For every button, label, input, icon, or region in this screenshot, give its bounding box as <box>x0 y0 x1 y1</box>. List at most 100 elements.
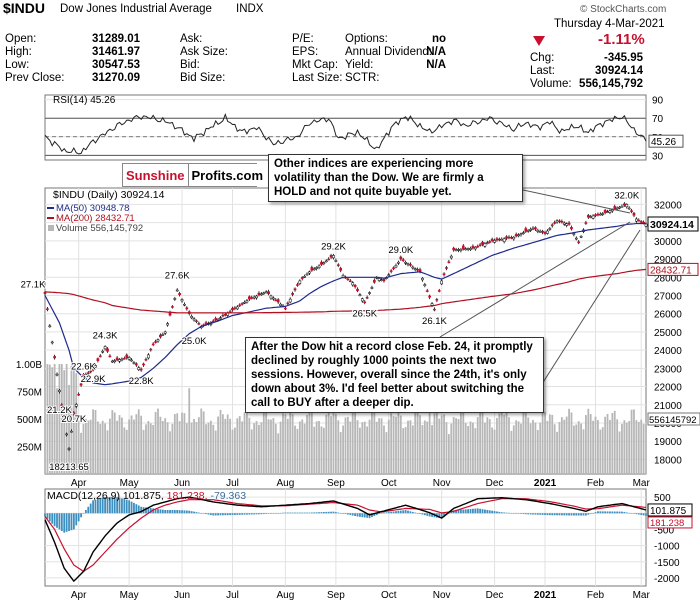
volume-bar <box>128 419 131 474</box>
macd-histogram-bar <box>147 507 150 514</box>
volume-bar <box>366 426 369 474</box>
volume-bar <box>498 413 501 474</box>
price-candle <box>481 241 484 245</box>
price-candle <box>543 232 547 234</box>
volume-bar <box>512 425 515 474</box>
volume-bar <box>447 434 450 474</box>
price-candle <box>512 236 516 240</box>
volume-bar <box>147 421 150 474</box>
price-candle <box>430 303 434 306</box>
macd-histogram-bar <box>484 509 486 514</box>
price-candle <box>235 306 239 310</box>
macd-histogram-bar <box>520 513 522 514</box>
volume-bar <box>443 414 445 474</box>
macd-x-tick: Jun <box>174 590 190 601</box>
macd-histogram-bar <box>171 510 174 514</box>
price-candle <box>471 245 475 249</box>
volume-bar <box>70 364 73 474</box>
volume-bar <box>359 427 361 474</box>
price-candle <box>613 206 617 210</box>
macd-histogram-bar <box>217 513 219 516</box>
down-arrow-icon <box>533 36 545 46</box>
macd-histogram-bar <box>277 513 280 514</box>
price-candle <box>178 293 181 295</box>
price-candle <box>125 354 129 359</box>
macd-histogram-bar <box>248 513 251 515</box>
price-candle <box>610 209 614 212</box>
price-candle <box>190 315 193 319</box>
macd-histogram-bar <box>560 513 563 516</box>
exchange: INDX <box>236 3 264 15</box>
price-candle <box>596 213 600 216</box>
macd-last-label: 101.875 <box>650 506 687 517</box>
price-candle <box>168 312 172 316</box>
macd-histogram-bar <box>563 513 566 516</box>
macd-histogram-bar <box>137 505 140 514</box>
price-candle <box>74 404 78 407</box>
macd-histogram-bar <box>270 513 272 514</box>
macd-histogram-bar <box>152 508 155 514</box>
price-candle <box>351 282 355 286</box>
volume-bar <box>270 419 272 474</box>
volume-bar <box>229 418 232 474</box>
price-candle <box>370 287 374 289</box>
price-x-tick: Sep <box>327 478 345 489</box>
quote-field-label: Bid Size: <box>180 72 226 84</box>
volume-bar <box>140 415 143 474</box>
volume-bar <box>407 420 409 474</box>
macd-histogram-bar <box>262 513 265 515</box>
price-candle <box>48 325 52 328</box>
volume-bar <box>171 423 174 474</box>
price-candle <box>567 222 571 225</box>
macd-histogram-bar <box>123 499 126 514</box>
macd-histogram-bar <box>601 511 604 514</box>
macd-histogram-bar <box>65 513 68 532</box>
quote-field-value: N/A <box>426 59 446 71</box>
volume-bar <box>392 416 395 474</box>
price-candle <box>488 241 492 243</box>
macd-legend: MACD(12,26,9) 101.875, 181.238, -79.363 <box>47 490 246 502</box>
macd-histogram-bar <box>481 509 484 514</box>
volume-bar <box>409 420 412 474</box>
price-candle <box>464 248 468 251</box>
macd-histogram-bar <box>637 513 640 515</box>
note-bottom: After the Dow hit a record close Feb. 24… <box>245 337 544 413</box>
price-candle <box>197 323 201 325</box>
price-candle <box>284 307 287 310</box>
volume-bar <box>426 421 429 474</box>
price-candle <box>555 220 559 223</box>
macd-histogram-bar <box>500 512 503 514</box>
volume-bar <box>63 370 66 474</box>
volume-bar <box>178 421 181 474</box>
volume-bar <box>515 420 518 474</box>
price-candle <box>86 372 90 374</box>
macd-histogram-bar <box>219 513 222 516</box>
price-annotation: 27.6K <box>165 271 190 282</box>
volume-tick-label: 500M <box>17 415 42 426</box>
volume-bar <box>486 417 489 474</box>
volume-bar <box>169 431 171 474</box>
macd-histogram-bar <box>556 513 558 516</box>
volume-bar <box>330 416 332 474</box>
volume-bar <box>118 415 121 474</box>
macd-histogram-bar <box>101 497 104 514</box>
price-candle <box>536 230 540 232</box>
macd-histogram-bar <box>157 509 159 514</box>
price-candle <box>72 412 76 415</box>
macd-histogram-bar <box>193 511 195 514</box>
price-candle <box>348 280 352 283</box>
macd-histogram-bar <box>250 513 253 515</box>
macd-histogram-bar <box>587 513 590 515</box>
volume-bar <box>601 427 604 474</box>
volume-bar <box>532 419 534 474</box>
quote-field-label: Yield: <box>345 59 374 71</box>
macd-histogram-bar <box>322 512 325 514</box>
macd-histogram-bar <box>339 513 342 514</box>
price-x-tick: Apr <box>71 478 87 489</box>
volume-bar <box>282 413 284 474</box>
macd-histogram-bar <box>99 498 102 514</box>
quote-field-label: Open: <box>5 33 37 45</box>
quote-field-value: 30547.53 <box>92 59 140 71</box>
price-candle <box>353 284 357 287</box>
volume-bar <box>104 423 106 474</box>
